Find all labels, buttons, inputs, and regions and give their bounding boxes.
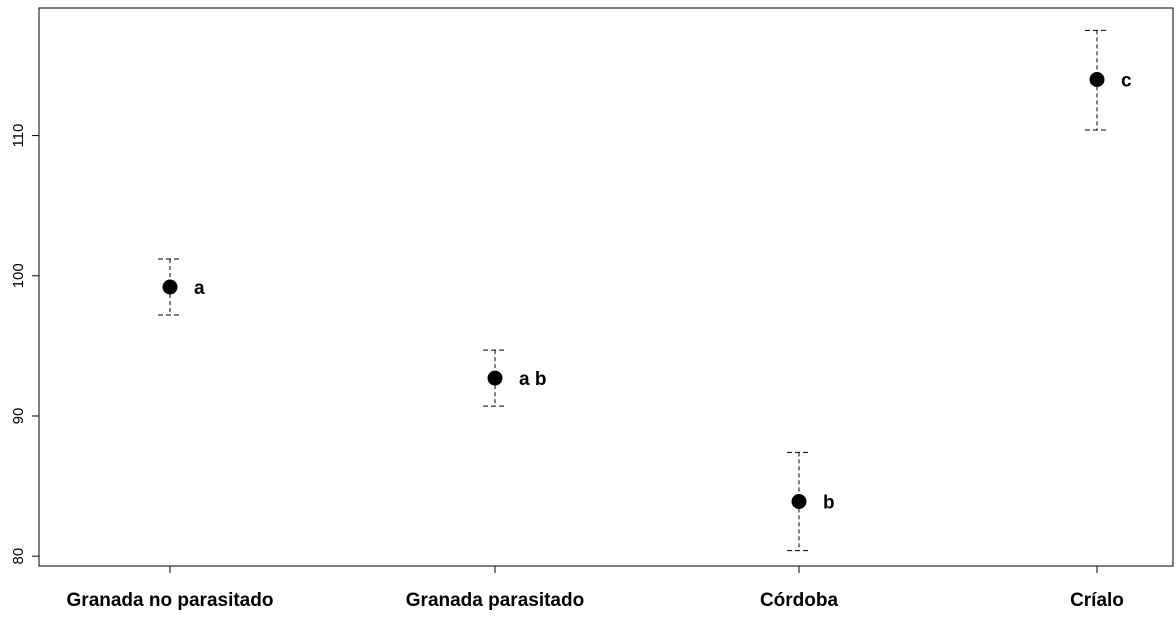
- data-label: a b: [519, 369, 546, 390]
- x-tick-label: Granada no parasitado: [67, 590, 274, 611]
- data-point-group: c: [1085, 29, 1132, 131]
- x-tick-label: Córdoba: [760, 590, 839, 611]
- data-point: [791, 494, 807, 510]
- x-tick-label: Granada parasitado: [406, 590, 584, 611]
- data-point-group: a b: [483, 349, 546, 407]
- data-point-group: a: [158, 258, 205, 316]
- data-label: c: [1121, 71, 1132, 92]
- data-point: [162, 279, 178, 295]
- data-point-group: b: [787, 451, 835, 552]
- y-tick-label: 110: [10, 124, 27, 148]
- data-label: b: [823, 493, 835, 514]
- data-point: [487, 370, 503, 386]
- plot-frame: [38, 7, 1174, 567]
- y-tick-label: 100: [10, 263, 27, 288]
- y-tick-label: 90: [10, 408, 27, 425]
- x-tick-label: Críalo: [1070, 590, 1124, 611]
- x-axis: Granada no parasitado Granada parasitado C…: [67, 566, 1124, 611]
- data-point: [1089, 72, 1105, 88]
- y-axis: 80 90 100 110: [10, 124, 39, 565]
- data-label: a: [194, 278, 205, 299]
- data-points: a a b b c: [158, 29, 1132, 552]
- y-tick-label: 80: [10, 548, 27, 565]
